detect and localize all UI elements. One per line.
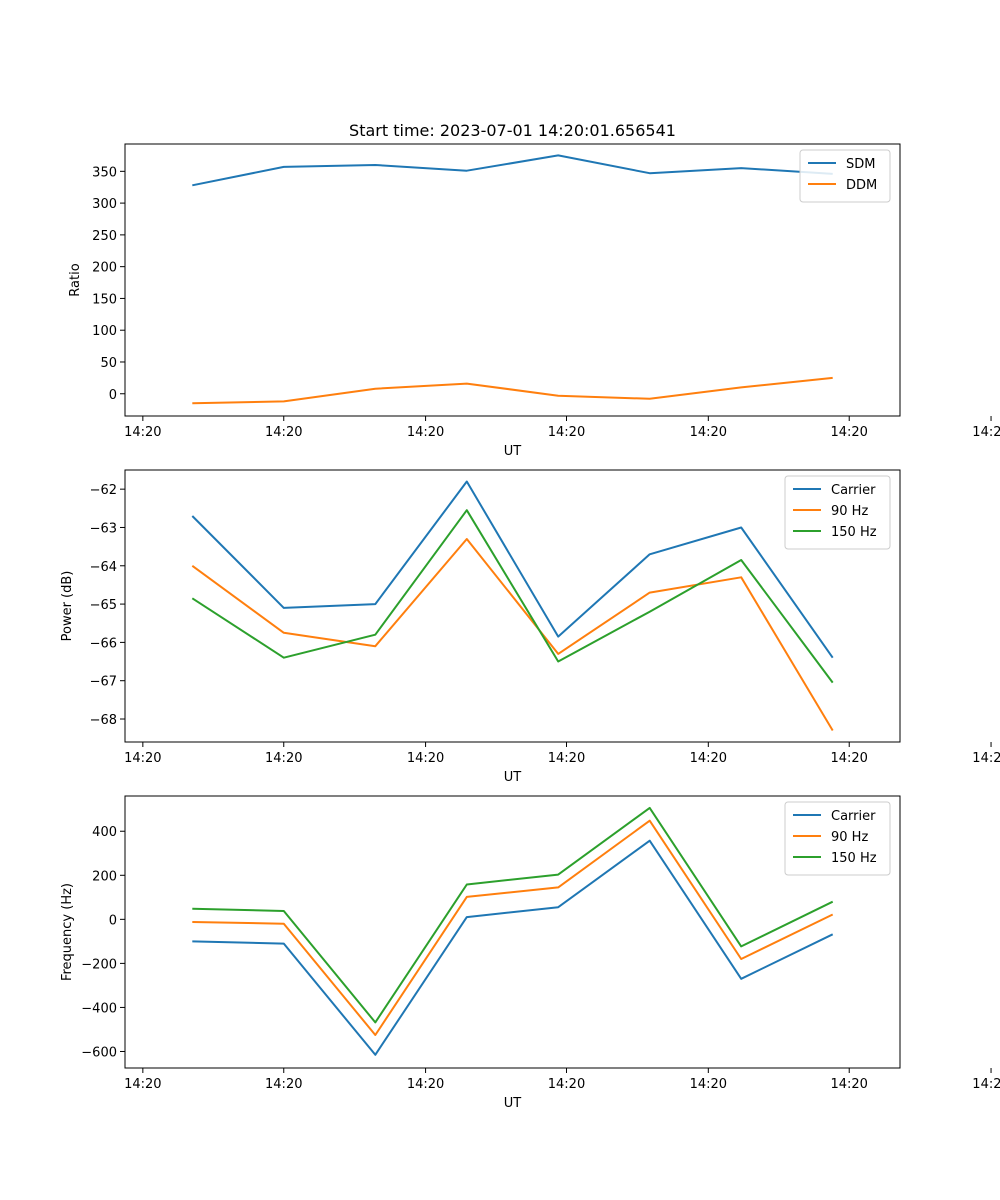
x-tick-label: 14:20	[407, 751, 444, 766]
legend: Carrier 90 Hz 150 Hz	[784, 475, 891, 550]
x-tick-label: 14:21	[972, 425, 1000, 440]
legend: Carrier 90 Hz 150 Hz	[784, 801, 891, 876]
y-tick-label: 400	[92, 825, 117, 840]
x-tick-label: 14:20	[830, 1077, 867, 1092]
axes-frame	[124, 795, 901, 1069]
x-tick-label: 14:20	[124, 425, 161, 440]
legend-label: 150 Hz	[831, 525, 877, 540]
legend-label: Carrier	[831, 809, 876, 824]
series-line-carrier	[191, 480, 834, 659]
x-tick-label: 14:20	[265, 425, 302, 440]
x-tick-label: 14:20	[548, 1077, 585, 1092]
x-tick-label: 14:21	[972, 1077, 1000, 1092]
y-tick-label: −64	[90, 560, 117, 575]
y-tick-label: 100	[92, 324, 117, 339]
y-tick-label: 200	[92, 869, 117, 884]
x-tick-label: 14:20	[407, 1077, 444, 1092]
legend: SDM DDM	[799, 149, 891, 203]
y-tick-label: 0	[109, 913, 117, 928]
series-line-sdm	[192, 154, 833, 187]
x-tick-label: 14:20	[690, 1077, 727, 1092]
x-tick-label: 14:20	[124, 1077, 161, 1092]
y-axis-label: Frequency (Hz)	[60, 883, 75, 981]
legend-label: 150 Hz	[831, 851, 877, 866]
axes-frame	[124, 143, 901, 417]
y-tick-label: 300	[92, 197, 117, 212]
x-tick-label: 14:20	[265, 1077, 302, 1092]
legend-label: DDM	[846, 178, 877, 193]
legend-label: Carrier	[831, 483, 876, 498]
x-axis-label: UT	[504, 1096, 522, 1111]
series-line-ddm	[192, 376, 833, 405]
y-tick-label: 350	[92, 165, 117, 180]
x-tick-label: 14:20	[265, 751, 302, 766]
x-tick-label: 14:20	[830, 751, 867, 766]
y-tick-label: −62	[90, 483, 117, 498]
y-tick-label: −400	[81, 1001, 117, 1016]
x-tick-label: 14:21	[972, 751, 1000, 766]
series-line-90-hz	[191, 538, 834, 732]
x-tick-label: 14:20	[830, 425, 867, 440]
legend-box	[799, 149, 891, 203]
x-tick-label: 14:20	[548, 751, 585, 766]
legend-label: 90 Hz	[831, 504, 868, 519]
series-line-90-hz	[192, 819, 834, 1036]
y-tick-label: −65	[90, 598, 117, 613]
legend-label: SDM	[846, 157, 875, 172]
y-tick-label: 0	[109, 388, 117, 403]
y-tick-label: −200	[81, 957, 117, 972]
series-line-150-hz	[192, 806, 834, 1024]
y-tick-label: 150	[92, 292, 117, 307]
x-tick-label: 14:20	[124, 751, 161, 766]
x-tick-label: 14:20	[548, 425, 585, 440]
y-tick-label: 250	[92, 229, 117, 244]
y-tick-label: 50	[100, 356, 117, 371]
x-tick-label: 14:20	[690, 425, 727, 440]
y-tick-label: −63	[90, 521, 117, 536]
y-tick-label: −67	[90, 675, 117, 690]
series-line-carrier	[192, 839, 834, 1056]
x-axis-label: UT	[504, 770, 522, 785]
y-tick-label: −600	[81, 1045, 117, 1060]
y-axis-label: Power (dB)	[60, 571, 75, 642]
chart-panel-1: 0 50 100 150 200 250 300 350 14:20 14:20 14:20 14:2…	[68, 143, 1000, 459]
figure-title: Start time: 2023-07-01 14:20:01.656541	[349, 121, 676, 140]
y-axis-label: Ratio	[68, 263, 83, 296]
x-tick-label: 14:20	[407, 425, 444, 440]
y-tick-label: −66	[90, 636, 117, 651]
charts-container: 0 50 100 150 200 250 300 350 14:20 14:20 14:20 14:2…	[60, 143, 1000, 1111]
y-tick-label: 200	[92, 261, 117, 276]
x-axis-label: UT	[504, 444, 522, 459]
y-tick-label: −68	[90, 713, 117, 728]
chart-panel-2: −68 −67 −66 −65 −64 −63 −62 14:20 14:20 14:20 14:2…	[60, 469, 1000, 785]
x-tick-label: 14:20	[690, 751, 727, 766]
series-line-150-hz	[191, 509, 834, 684]
legend-label: 90 Hz	[831, 830, 868, 845]
axes-frame	[124, 469, 901, 743]
chart-panel-3: −600 −400 −200 0 200 400 14:20 14:20 14:20 14:20 1…	[60, 795, 1000, 1111]
